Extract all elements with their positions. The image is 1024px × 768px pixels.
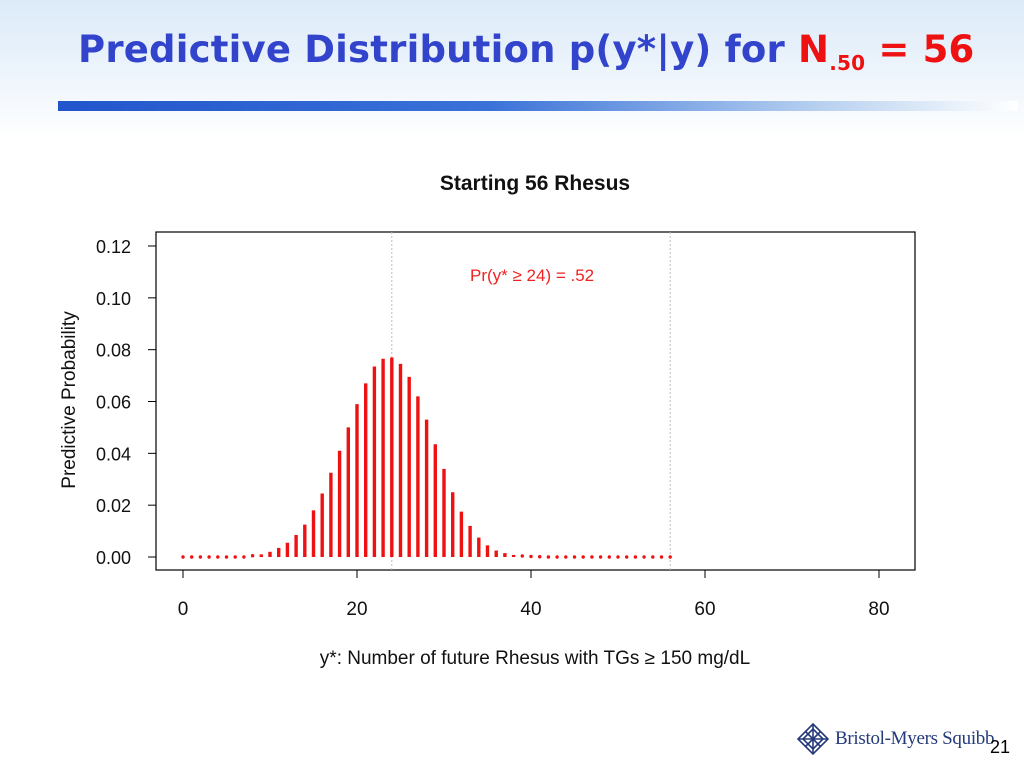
probability-point (224, 555, 229, 559)
x-tick-label: 80 (868, 599, 889, 620)
y-tick-label: 0.00 (96, 548, 131, 568)
y-tick-label: 0.08 (96, 341, 131, 361)
probability-point (651, 555, 655, 559)
slide-title: Predictive Distribution p(y*|y) for N.50… (78, 28, 975, 75)
probability-point (572, 555, 577, 559)
probability-annotation: Pr(y* ≥ 24) = .52 (470, 266, 594, 285)
title-highlight: N.50 = 56 (798, 28, 975, 75)
probability-point (190, 555, 194, 559)
probability-point (233, 555, 237, 559)
probability-point (607, 555, 611, 559)
probability-point (581, 555, 585, 559)
probability-point (546, 555, 551, 559)
y-tick-label: 0.06 (96, 393, 131, 413)
y-tick-label: 0.02 (96, 496, 131, 516)
probability-point (181, 555, 185, 559)
page-number: 21 (990, 737, 1011, 757)
probability-point (216, 555, 220, 559)
probability-point (642, 555, 646, 559)
company-logo: Bristol-Myers Squibb (796, 722, 995, 756)
probability-point (590, 555, 594, 559)
bms-logo-icon (796, 722, 830, 756)
x-axis-label: y*: Number of future Rhesus with TGs ≥ 1… (320, 648, 750, 669)
y-axis-label: Predictive Probability (59, 311, 80, 489)
probability-point (520, 554, 524, 558)
title-underline (58, 101, 1018, 111)
title-equals: = 56 (865, 28, 975, 71)
x-tick-label: 40 (520, 599, 541, 620)
x-tick-label: 20 (346, 599, 367, 620)
probability-point (529, 554, 533, 559)
y-tick-label: 0.12 (96, 237, 131, 257)
probability-point (538, 555, 542, 559)
probability-point (659, 555, 664, 559)
y-tick-label: 0.10 (96, 289, 131, 309)
chart-title: Starting 56 Rhesus (440, 172, 630, 195)
probability-point (198, 555, 203, 559)
probability-point (633, 555, 638, 559)
y-tick-label: 0.04 (96, 444, 131, 464)
probability-point (625, 555, 629, 559)
title-main: Predictive Distribution p(y*|y) for (78, 28, 799, 71)
x-tick-label: 0 (178, 599, 189, 620)
logo-text: Bristol-Myers Squibb (835, 728, 995, 749)
probability-point (555, 555, 559, 559)
title-subscript: .50 (829, 51, 866, 75)
probability-point (564, 555, 568, 559)
probability-point (598, 555, 603, 559)
x-tick-label: 60 (694, 599, 715, 620)
title-band (0, 0, 1024, 140)
probability-point (242, 555, 246, 559)
probability-point (207, 555, 211, 559)
probability-point (250, 554, 255, 558)
title-n: N (798, 28, 830, 71)
probability-point (668, 555, 672, 559)
probability-point (616, 555, 620, 559)
